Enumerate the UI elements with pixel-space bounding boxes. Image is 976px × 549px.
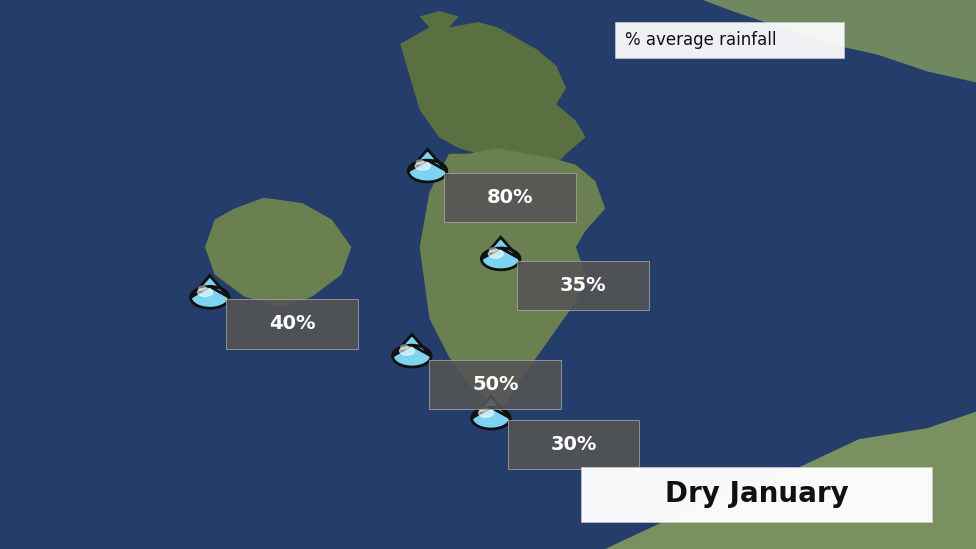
Polygon shape: [420, 148, 605, 412]
FancyBboxPatch shape: [508, 420, 639, 469]
Polygon shape: [471, 396, 510, 429]
FancyBboxPatch shape: [444, 173, 576, 222]
Polygon shape: [703, 0, 976, 82]
Polygon shape: [400, 11, 586, 176]
Polygon shape: [392, 334, 431, 367]
Circle shape: [400, 345, 408, 349]
Text: % average rainfall: % average rainfall: [625, 31, 776, 49]
Circle shape: [399, 347, 415, 355]
Text: 80%: 80%: [487, 188, 533, 207]
Polygon shape: [205, 198, 351, 307]
Circle shape: [197, 288, 213, 296]
FancyBboxPatch shape: [517, 261, 649, 310]
Polygon shape: [408, 149, 447, 182]
Polygon shape: [392, 334, 431, 367]
FancyBboxPatch shape: [581, 467, 932, 522]
Text: 30%: 30%: [550, 435, 596, 454]
Polygon shape: [481, 237, 520, 270]
Polygon shape: [481, 237, 520, 270]
Text: Dry January: Dry January: [665, 480, 848, 508]
Circle shape: [489, 248, 497, 252]
Circle shape: [416, 160, 424, 164]
Polygon shape: [408, 149, 447, 182]
Text: 35%: 35%: [560, 276, 606, 295]
Circle shape: [415, 162, 430, 170]
FancyBboxPatch shape: [615, 22, 844, 58]
Text: 40%: 40%: [269, 315, 315, 333]
Polygon shape: [190, 276, 229, 308]
Circle shape: [488, 250, 504, 258]
Polygon shape: [471, 396, 510, 429]
Polygon shape: [605, 412, 976, 549]
Polygon shape: [190, 276, 229, 308]
Circle shape: [198, 286, 206, 290]
Circle shape: [479, 407, 487, 411]
Text: 50%: 50%: [472, 375, 518, 394]
FancyBboxPatch shape: [226, 299, 358, 349]
Circle shape: [478, 409, 494, 417]
FancyBboxPatch shape: [429, 360, 561, 409]
